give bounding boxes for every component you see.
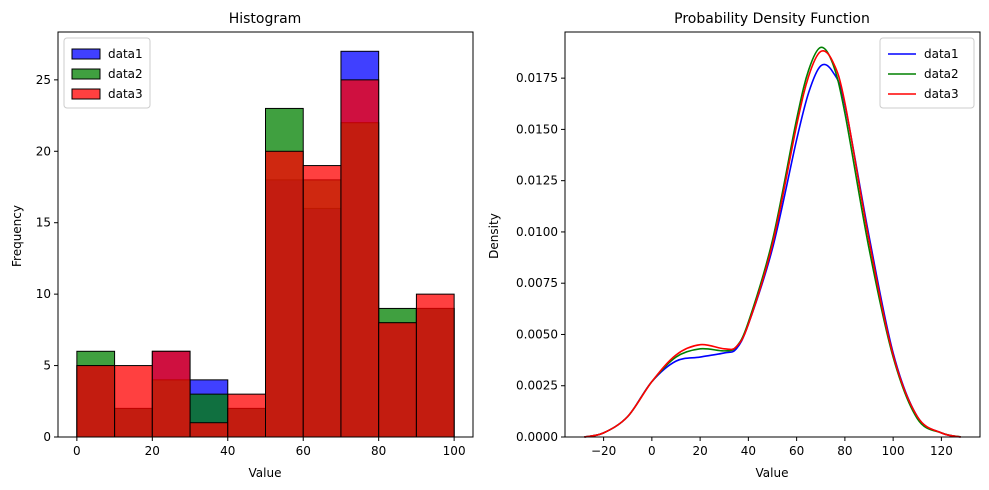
x-tick-label: 20 (692, 444, 707, 458)
x-tick-label: 80 (837, 444, 852, 458)
histogram-bar (227, 393, 267, 438)
histogram-y-axis-label: Frequency (10, 205, 24, 267)
y-tick-label: 15 (36, 216, 51, 230)
legend-label: data2 (924, 67, 959, 81)
histogram-title: Histogram (229, 11, 302, 27)
y-tick-label: 0 (43, 430, 51, 444)
histogram-y-ticks: 0 5 10 15 20 25 (36, 73, 58, 444)
pdf-plot-area: −20 0 20 40 60 80 100 1200.00000.00250.00500.00… (516, 31, 981, 458)
x-tick-label: 40 (741, 444, 756, 458)
histogram-plot-area: 0 20 40 60 80 100 0 5 10 15 20 25 (36, 31, 474, 458)
y-tick-label: 0.0125 (516, 174, 558, 188)
pdf-axes-frame (564, 31, 981, 438)
y-tick-label: 0.0000 (516, 430, 558, 444)
x-tick-label: 0 (648, 444, 656, 458)
kde-line-data3 (584, 50, 961, 438)
pdf-x-ticks: −20 0 20 40 60 80 100 120 (591, 437, 953, 458)
y-tick-label: 10 (36, 287, 51, 301)
y-tick-label: 0.0100 (516, 225, 558, 239)
pdf-panel: Probability Density Function −20 0 20 40 60 8… (487, 11, 981, 480)
legend-label: data2 (108, 67, 143, 81)
x-tick-label: 120 (930, 444, 953, 458)
histogram-bar (189, 422, 229, 438)
histogram-axes-frame (57, 31, 474, 438)
x-tick-label: 80 (371, 444, 386, 458)
histogram-legend: data1 data2 data3 (63, 37, 151, 109)
y-tick-label: 5 (43, 359, 51, 373)
legend-label: data3 (924, 87, 959, 101)
pdf-title: Probability Density Function (674, 11, 870, 27)
histogram-bar (340, 79, 380, 438)
y-tick-label: 25 (36, 73, 51, 87)
y-tick-label: 20 (36, 144, 51, 158)
x-tick-label: 60 (296, 444, 311, 458)
histogram-x-axis-label: Value (249, 466, 282, 480)
x-tick-label: −20 (591, 444, 616, 458)
legend-label: data3 (108, 87, 143, 101)
legend-swatch (71, 48, 101, 60)
legend-label: data1 (108, 47, 143, 61)
pdf-legend: data1 data2 data3 (879, 37, 975, 109)
histogram-bar (76, 365, 116, 438)
histogram-series-data3 (76, 79, 455, 438)
legend-box (879, 37, 975, 109)
histogram-panel: Histogram 0 20 40 60 80 100 0 5 10 15 20 25 Value F… (10, 11, 474, 480)
histogram-bar (415, 293, 455, 438)
y-tick-label: 0.0150 (516, 122, 558, 136)
x-tick-label: 0 (73, 444, 81, 458)
histogram-x-ticks: 0 20 40 60 80 100 (73, 437, 466, 458)
pdf-y-axis-label: Density (487, 213, 501, 259)
histogram-bar (114, 365, 153, 438)
y-tick-label: 0.0050 (516, 327, 558, 341)
histogram-bar (265, 150, 304, 438)
y-tick-label: 0.0175 (516, 71, 558, 85)
x-tick-label: 40 (220, 444, 235, 458)
y-tick-label: 0.0075 (516, 276, 558, 290)
histogram-bar (302, 165, 342, 438)
pdf-y-ticks: 0.0000 0.0025 0.0050 0.0075 0.0100 0.0125 0.01… (516, 71, 565, 444)
legend-swatch (71, 68, 101, 80)
legend-swatch (71, 88, 101, 100)
x-tick-label: 100 (882, 444, 905, 458)
x-tick-label: 20 (145, 444, 160, 458)
y-tick-label: 0.0025 (516, 379, 558, 393)
x-tick-label: 60 (789, 444, 804, 458)
legend-label: data1 (924, 47, 959, 61)
pdf-x-axis-label: Value (756, 466, 789, 480)
x-tick-label: 100 (443, 444, 466, 458)
histogram-bar (151, 350, 191, 438)
histogram-bar (378, 322, 417, 438)
